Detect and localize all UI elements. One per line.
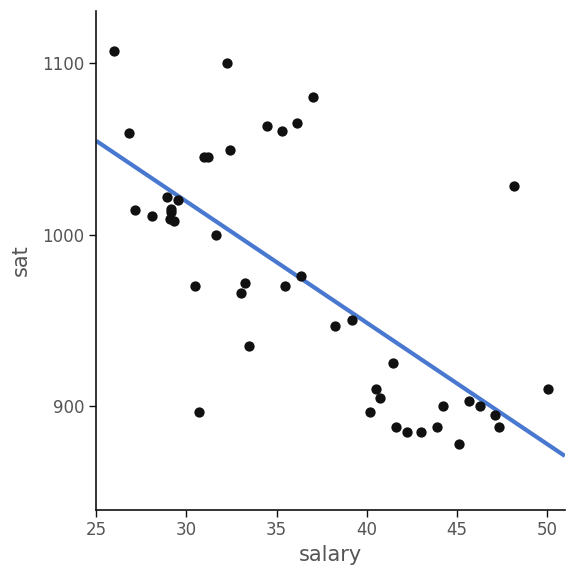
Point xyxy=(222,58,232,67)
Point xyxy=(170,216,179,225)
Y-axis label: sat: sat xyxy=(11,244,31,276)
Point xyxy=(432,422,441,431)
Point xyxy=(173,196,183,205)
Point xyxy=(347,316,356,325)
Point xyxy=(166,207,175,217)
Point xyxy=(200,153,209,162)
Point xyxy=(109,46,119,55)
Point xyxy=(490,410,499,419)
Point xyxy=(454,439,464,449)
Point xyxy=(262,122,271,131)
Point xyxy=(245,342,254,351)
Point xyxy=(372,385,381,394)
Point xyxy=(297,271,306,281)
Point xyxy=(277,127,286,136)
Point xyxy=(309,92,318,101)
Point xyxy=(495,422,504,431)
Point xyxy=(465,397,474,406)
Point xyxy=(194,407,203,416)
Point xyxy=(438,402,447,411)
Point xyxy=(543,385,552,394)
Point xyxy=(331,321,340,330)
Point xyxy=(389,359,398,368)
Point xyxy=(293,118,302,127)
Point xyxy=(124,128,133,138)
Point xyxy=(190,282,199,291)
Point xyxy=(204,153,213,162)
Point xyxy=(212,230,221,239)
Point xyxy=(510,182,519,191)
Point xyxy=(147,211,157,220)
Point xyxy=(376,393,385,403)
Point xyxy=(165,214,175,223)
Point xyxy=(417,427,426,437)
Point xyxy=(366,407,375,416)
Point xyxy=(476,402,485,411)
Point xyxy=(166,204,176,213)
Point xyxy=(391,422,400,431)
Point xyxy=(403,427,412,437)
X-axis label: salary: salary xyxy=(299,545,362,565)
Point xyxy=(225,146,234,155)
Point xyxy=(281,282,290,291)
Point xyxy=(240,278,249,287)
Point xyxy=(131,206,140,215)
Point xyxy=(236,289,245,298)
Point xyxy=(163,192,172,202)
